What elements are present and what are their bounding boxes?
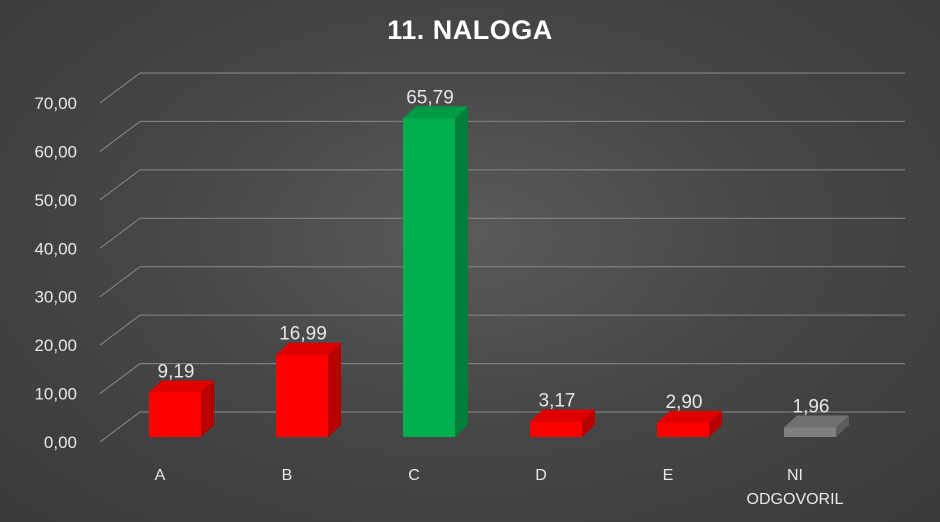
category-label: D (535, 467, 547, 484)
gridline-side (99, 121, 141, 152)
gridline-side (99, 169, 141, 201)
bar (784, 415, 849, 437)
category-label: B (282, 467, 293, 484)
gridline-side (99, 266, 141, 298)
gridlines (99, 72, 905, 443)
data-labels: 9,19 16,99 65,79 3,17 2,90 1,96 (158, 87, 830, 417)
data-label: 3,17 (539, 391, 576, 412)
bar-top (657, 410, 722, 423)
data-label: 16,99 (279, 324, 327, 345)
bar (530, 409, 595, 437)
y-tick-label: 40,00 (34, 239, 77, 258)
category-label: C (408, 467, 420, 484)
bar-side (836, 415, 849, 437)
bar-side (201, 380, 214, 437)
gridline-side (99, 217, 141, 249)
data-label: 9,19 (158, 361, 195, 382)
bar-top (530, 409, 595, 422)
y-axis-tick-labels: 0,00 10,00 20,00 30,00 40,00 50,00 60,00 70,00 (34, 94, 77, 452)
data-label: 2,90 (666, 392, 703, 413)
gridline-side (99, 363, 141, 394)
gridline-side (99, 314, 141, 346)
bar-front (530, 421, 582, 437)
category-label: NI ODGOVORIL (747, 467, 844, 508)
data-label: 65,79 (406, 87, 454, 108)
bar-top (276, 342, 341, 355)
bar-side (328, 342, 341, 437)
bar-side (455, 106, 468, 437)
gridline-side (99, 411, 141, 443)
y-tick-label: 50,00 (34, 191, 77, 210)
category-label: E (663, 467, 674, 484)
y-tick-label: 30,00 (34, 288, 77, 307)
bar-front (403, 118, 455, 437)
y-tick-label: 20,00 (34, 336, 77, 355)
data-label: 1,96 (793, 397, 830, 418)
y-tick-label: 10,00 (34, 385, 77, 404)
category-label: A (155, 467, 166, 484)
bar-top (403, 106, 468, 119)
bar-front (149, 392, 201, 437)
bar-side (582, 409, 595, 437)
bar (276, 342, 341, 437)
y-tick-label: 70,00 (34, 94, 77, 113)
bar (403, 106, 468, 437)
bars (149, 106, 849, 437)
y-tick-label: 0,00 (44, 433, 77, 452)
x-axis-category-labels: A B C D E NI ODGOVORIL (155, 467, 844, 508)
gridline-side (99, 72, 141, 104)
bar-front (784, 427, 836, 437)
bar (149, 380, 214, 437)
bar-top (784, 415, 849, 428)
chart-title: 11. NALOGA (387, 15, 553, 45)
bar-side (709, 410, 722, 437)
bar-top (149, 380, 214, 393)
bar (657, 410, 722, 437)
bar-front (657, 422, 709, 437)
bar-front (276, 354, 328, 437)
y-tick-label: 60,00 (34, 142, 77, 161)
